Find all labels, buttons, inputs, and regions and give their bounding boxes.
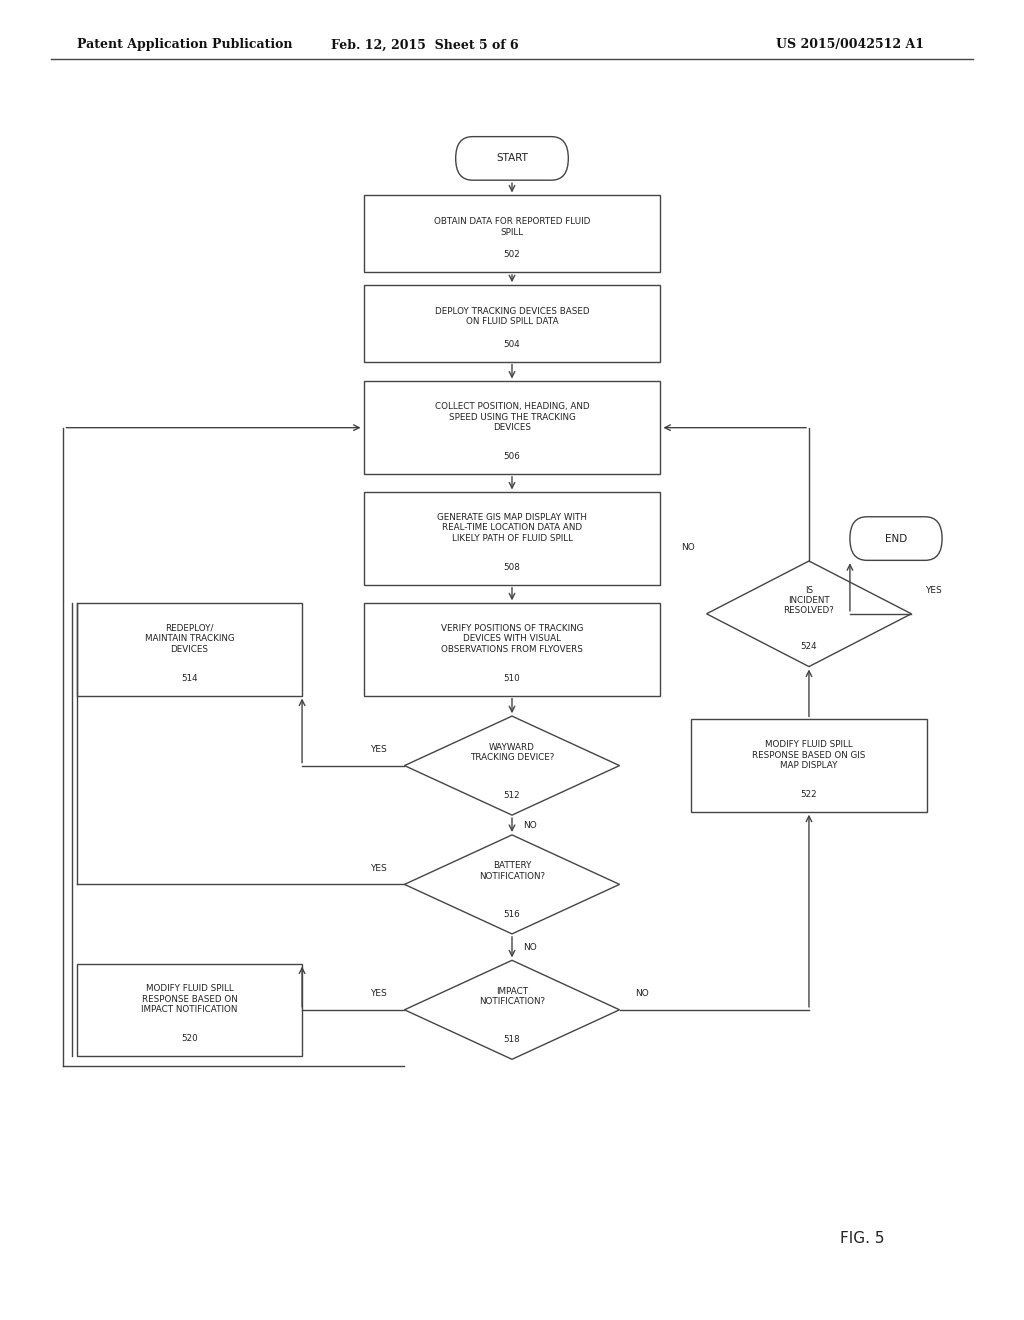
FancyBboxPatch shape xyxy=(364,195,660,272)
Text: DEPLOY TRACKING DEVICES BASED
ON FLUID SPILL DATA: DEPLOY TRACKING DEVICES BASED ON FLUID S… xyxy=(434,308,590,326)
Text: GENERATE GIS MAP DISPLAY WITH
REAL-TIME LOCATION DATA AND
LIKELY PATH OF FLUID S: GENERATE GIS MAP DISPLAY WITH REAL-TIME … xyxy=(437,513,587,543)
FancyBboxPatch shape xyxy=(77,603,302,696)
Text: COLLECT POSITION, HEADING, AND
SPEED USING THE TRACKING
DEVICES: COLLECT POSITION, HEADING, AND SPEED USI… xyxy=(434,403,590,432)
Text: OBTAIN DATA FOR REPORTED FLUID
SPILL: OBTAIN DATA FOR REPORTED FLUID SPILL xyxy=(434,218,590,236)
Text: YES: YES xyxy=(371,746,387,754)
Text: 524: 524 xyxy=(801,643,817,651)
Text: 518: 518 xyxy=(504,1035,520,1044)
Text: NO: NO xyxy=(681,544,695,552)
Text: START: START xyxy=(496,153,528,164)
Text: Feb. 12, 2015  Sheet 5 of 6: Feb. 12, 2015 Sheet 5 of 6 xyxy=(331,38,519,51)
Text: 522: 522 xyxy=(801,791,817,799)
Text: WAYWARD
TRACKING DEVICE?: WAYWARD TRACKING DEVICE? xyxy=(470,743,554,762)
FancyBboxPatch shape xyxy=(364,381,660,474)
Text: YES: YES xyxy=(371,865,387,873)
Polygon shape xyxy=(404,961,620,1059)
Text: 506: 506 xyxy=(504,453,520,461)
FancyBboxPatch shape xyxy=(364,492,660,585)
Text: YES: YES xyxy=(926,586,942,594)
FancyBboxPatch shape xyxy=(456,136,568,180)
Text: VERIFY POSITIONS OF TRACKING
DEVICES WITH VISUAL
OBSERVATIONS FROM FLYOVERS: VERIFY POSITIONS OF TRACKING DEVICES WIT… xyxy=(440,624,584,653)
Text: Patent Application Publication: Patent Application Publication xyxy=(77,38,292,51)
Text: FIG. 5: FIG. 5 xyxy=(840,1230,884,1246)
Text: NO: NO xyxy=(523,942,538,952)
Text: 514: 514 xyxy=(181,675,198,682)
Text: US 2015/0042512 A1: US 2015/0042512 A1 xyxy=(776,38,924,51)
Text: YES: YES xyxy=(371,990,387,998)
Text: 516: 516 xyxy=(504,909,520,919)
FancyBboxPatch shape xyxy=(77,964,302,1056)
Text: IS
INCIDENT
RESOLVED?: IS INCIDENT RESOLVED? xyxy=(783,586,835,615)
Text: BATTERY
NOTIFICATION?: BATTERY NOTIFICATION? xyxy=(479,862,545,880)
Text: 502: 502 xyxy=(504,251,520,259)
Polygon shape xyxy=(707,561,911,667)
Text: 520: 520 xyxy=(181,1035,198,1043)
FancyBboxPatch shape xyxy=(364,603,660,696)
Text: 512: 512 xyxy=(504,791,520,800)
Text: END: END xyxy=(885,533,907,544)
Text: NO: NO xyxy=(635,990,649,998)
Text: 504: 504 xyxy=(504,341,520,348)
Text: IMPACT
NOTIFICATION?: IMPACT NOTIFICATION? xyxy=(479,987,545,1006)
Text: 508: 508 xyxy=(504,564,520,572)
Text: MODIFY FLUID SPILL
RESPONSE BASED ON
IMPACT NOTIFICATION: MODIFY FLUID SPILL RESPONSE BASED ON IMP… xyxy=(141,985,238,1014)
Text: 510: 510 xyxy=(504,675,520,682)
Text: MODIFY FLUID SPILL
RESPONSE BASED ON GIS
MAP DISPLAY: MODIFY FLUID SPILL RESPONSE BASED ON GIS… xyxy=(753,741,865,770)
Text: NO: NO xyxy=(523,821,538,829)
FancyBboxPatch shape xyxy=(850,516,942,560)
FancyBboxPatch shape xyxy=(364,285,660,362)
Polygon shape xyxy=(404,715,620,814)
Polygon shape xyxy=(404,836,620,935)
FancyBboxPatch shape xyxy=(691,719,927,812)
Text: REDEPLOY/
MAINTAIN TRACKING
DEVICES: REDEPLOY/ MAINTAIN TRACKING DEVICES xyxy=(144,624,234,653)
